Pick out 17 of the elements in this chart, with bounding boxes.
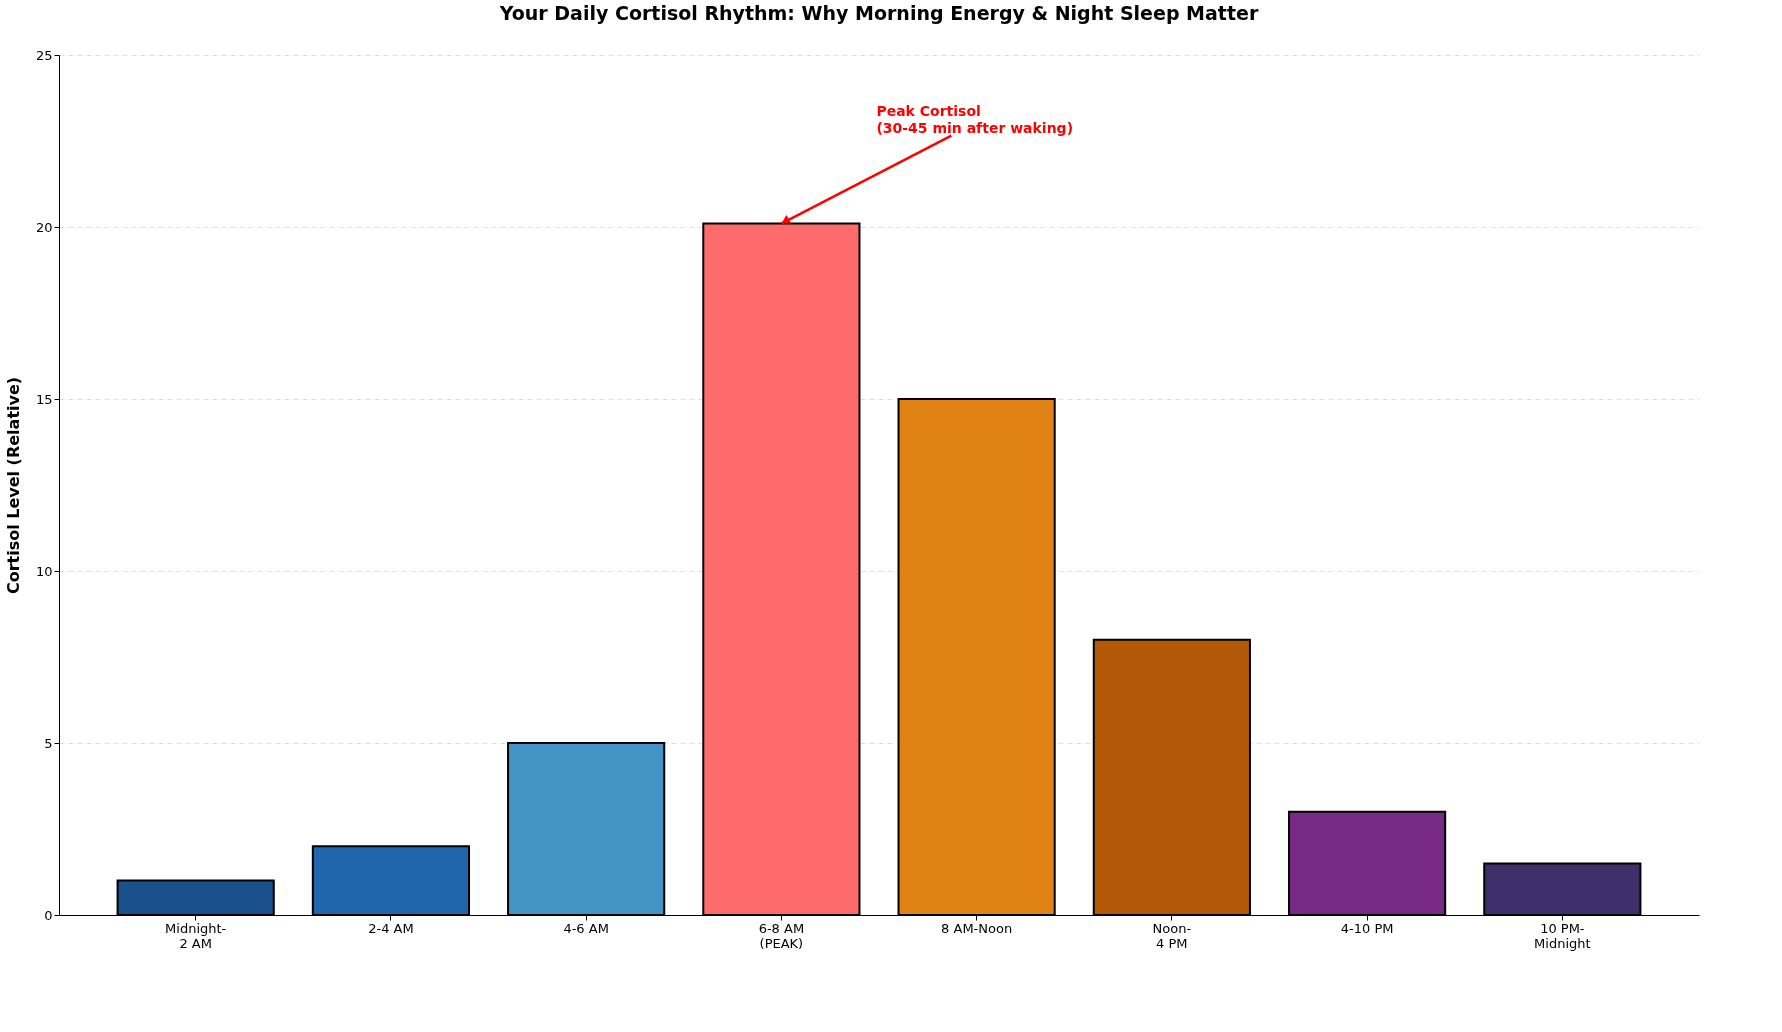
chart-title: Your Daily Cortisol Rhythm: Why Morning Energy & Night Sleep Matter: [498, 2, 1259, 24]
x-tick-label: 10 PM- Midnight: [1534, 920, 1591, 951]
x-tick-label: 4-6 AM: [563, 920, 609, 936]
x-tick-label: 6-8 AM (PEAK): [758, 920, 805, 951]
annotation: Peak Cortisol (30-45 min after waking): [876, 102, 1074, 136]
x-tick-label: 8 AM-Noon: [941, 920, 1013, 936]
x-tick-label: Midnight- 2 AM: [165, 920, 227, 951]
y-tick-label: 10: [35, 563, 53, 579]
y-tick-label: 25: [35, 47, 53, 63]
y-tick-label: 5: [44, 735, 53, 751]
y-tick-label: 15: [35, 391, 53, 407]
x-tick-label: 2-4 AM: [368, 920, 414, 936]
x-tick-label: 4-10 PM: [1340, 920, 1394, 936]
y-axis-title: Cortisol Level (Relative): [3, 376, 23, 595]
y-tick-label: 20: [35, 219, 53, 235]
x-tick-label: Noon- 4 PM: [1152, 920, 1192, 951]
y-tick-label: 0: [44, 907, 53, 923]
